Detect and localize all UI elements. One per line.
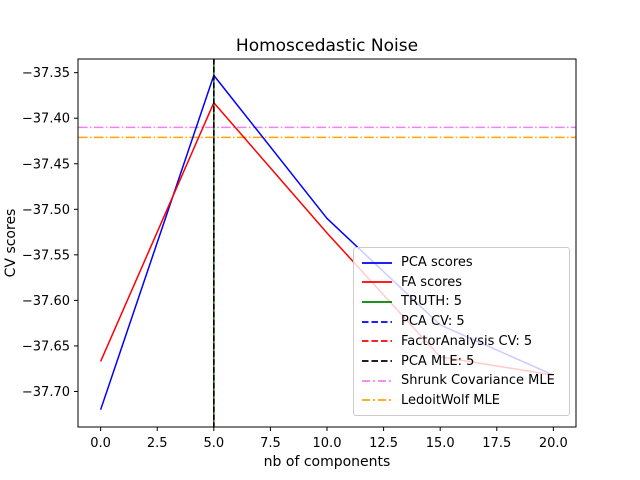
y-tick-label: −37.50 xyxy=(22,203,70,218)
legend-item: PCA scores xyxy=(361,253,562,272)
legend-item-label: PCA CV: 5 xyxy=(401,314,465,330)
y-tick-label: −37.45 xyxy=(22,157,70,172)
legend-item-label: PCA scores xyxy=(401,255,473,270)
x-axis-label: nb of components xyxy=(263,454,391,470)
legend-item: TRUTH: 5 xyxy=(361,292,562,311)
legend-line-swatch xyxy=(362,360,392,362)
x-tick-label: 20.0 xyxy=(539,436,568,451)
x-tick-label: 15.0 xyxy=(426,436,455,451)
y-tick-label: −37.40 xyxy=(22,112,70,127)
legend-line-swatch xyxy=(362,320,392,323)
legend-item: PCA MLE: 5 xyxy=(361,352,562,371)
legend-line-swatch xyxy=(362,379,392,382)
legend-line-swatch xyxy=(362,340,392,343)
legend-item-label: FactorAnalysis CV: 5 xyxy=(401,333,533,349)
x-tick-label: 17.5 xyxy=(482,436,511,451)
y-tick-label: −37.55 xyxy=(22,248,70,263)
x-tick-label: 12.5 xyxy=(369,436,398,451)
x-tick-label: 10.0 xyxy=(313,436,342,451)
legend-item: FA scores xyxy=(361,273,562,292)
legend-line-swatch xyxy=(362,281,392,284)
legend-item-label: TRUTH: 5 xyxy=(401,294,462,310)
legend-item: FactorAnalysis CV: 5 xyxy=(361,332,562,351)
chart-title: Homoscedastic Noise xyxy=(235,36,419,56)
legend-item-label: PCA MLE: 5 xyxy=(401,353,475,369)
y-axis-label: CV scores xyxy=(3,208,19,278)
legend: PCA scores FA scores TRUTH: 5 PCA CV: 5 Fact… xyxy=(353,247,570,416)
legend-item: PCA CV: 5 xyxy=(361,312,562,331)
x-tick-label: 7.5 xyxy=(260,436,281,451)
x-tick-label: 5.0 xyxy=(203,436,224,451)
x-tick-label: 2.5 xyxy=(147,436,168,451)
legend-item: Shrunk Covariance MLE xyxy=(361,371,562,390)
legend-item-label: FA scores xyxy=(401,274,463,290)
legend-item-label: Shrunk Covariance MLE xyxy=(401,373,555,389)
legend-line-swatch xyxy=(362,301,392,303)
legend-item: LedoitWolf MLE xyxy=(361,391,562,410)
x-tick-label: 0.0 xyxy=(90,436,111,451)
legend-item-label: LedoitWolf MLE xyxy=(401,392,500,408)
y-tick-label: −37.65 xyxy=(22,339,70,354)
legend-line-swatch xyxy=(362,399,392,402)
y-tick-label: −37.60 xyxy=(22,294,70,309)
y-tick-label: −37.35 xyxy=(22,66,70,81)
y-tick-label: −37.70 xyxy=(22,385,70,400)
legend-line-swatch xyxy=(362,261,392,264)
